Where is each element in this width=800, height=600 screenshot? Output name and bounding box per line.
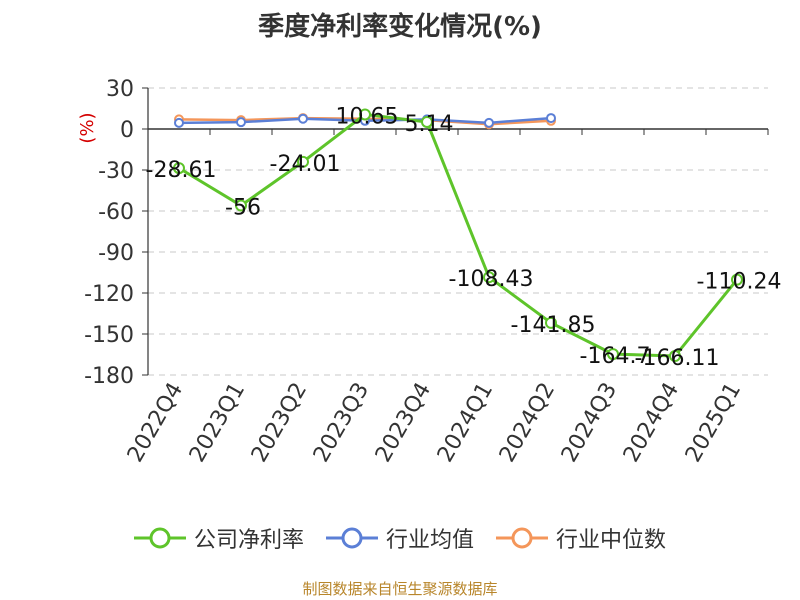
data-point	[546, 113, 556, 124]
data-label: 5.14	[405, 112, 454, 137]
legend-line-marker-icon	[133, 527, 186, 549]
source-footer: 制图数据来自恒生聚源数据库	[302, 580, 498, 598]
chart-legend: 公司净利率 行业均值 行业中位数	[0, 522, 800, 554]
y-tick-label: -60	[98, 200, 134, 225]
legend-label-industry-median: 行业中位数	[556, 528, 667, 553]
series-line	[178, 112, 739, 358]
data-label: -166.11	[635, 346, 720, 371]
chart-title: 季度净利率变化情况(%)	[258, 12, 542, 42]
y-axis-unit-label: (%)	[77, 112, 98, 143]
y-tick-label: -90	[98, 241, 134, 266]
data-point	[298, 113, 308, 124]
x-tick-label: 2025Q1	[681, 379, 746, 467]
data-label: -110.24	[697, 270, 782, 295]
y-tick-label: 0	[120, 118, 134, 143]
legend-label-industry-mean: 行业均值	[385, 528, 474, 553]
y-tick-label: -30	[98, 159, 134, 184]
legend-item-industry-median[interactable]: 行业中位数	[496, 522, 666, 554]
y-tick-label: -150	[84, 323, 134, 348]
data-point	[235, 199, 247, 212]
data-label: -24.01	[270, 152, 341, 177]
data-point	[484, 117, 494, 128]
data-point	[297, 155, 309, 168]
x-tick-label: 2024Q1	[433, 379, 498, 467]
x-tick-label: 2023Q2	[247, 379, 312, 467]
y-tick-label: -180	[84, 364, 134, 389]
legend-line-marker-icon	[325, 527, 378, 549]
data-point	[236, 117, 246, 128]
data-label: -141.85	[511, 313, 596, 338]
data-label: 10.65	[336, 104, 399, 129]
y-tick-label: -120	[84, 282, 134, 307]
x-tick-label: 2024Q2	[495, 379, 560, 467]
legend-line-marker-icon	[496, 527, 548, 549]
legend-item-industry-mean[interactable]: 行业均值	[325, 522, 474, 554]
data-label: -164.7	[580, 344, 651, 369]
data-point	[421, 115, 433, 128]
data-point	[174, 117, 184, 128]
data-point	[669, 350, 681, 363]
x-tick-label: 2023Q3	[309, 379, 374, 467]
data-point	[731, 273, 743, 286]
data-label: -108.43	[449, 267, 534, 292]
legend-item-company-net-margin[interactable]: 公司净利率	[133, 522, 304, 554]
data-point	[545, 316, 557, 329]
data-label: -28.61	[146, 158, 217, 183]
data-point	[359, 108, 371, 121]
x-tick-label: 2024Q3	[557, 379, 622, 467]
x-tick-label: 2023Q1	[185, 379, 250, 467]
data-point	[483, 271, 495, 284]
legend-label-company-net-margin: 公司净利率	[193, 528, 304, 553]
y-tick-label: 30	[106, 77, 134, 102]
data-point	[173, 162, 185, 175]
x-tick-label: 2022Q4	[123, 379, 188, 467]
data-point	[607, 348, 619, 361]
data-label: -56	[225, 196, 261, 221]
x-tick-label: 2024Q4	[619, 379, 684, 467]
x-tick-label: 2023Q4	[371, 379, 436, 467]
